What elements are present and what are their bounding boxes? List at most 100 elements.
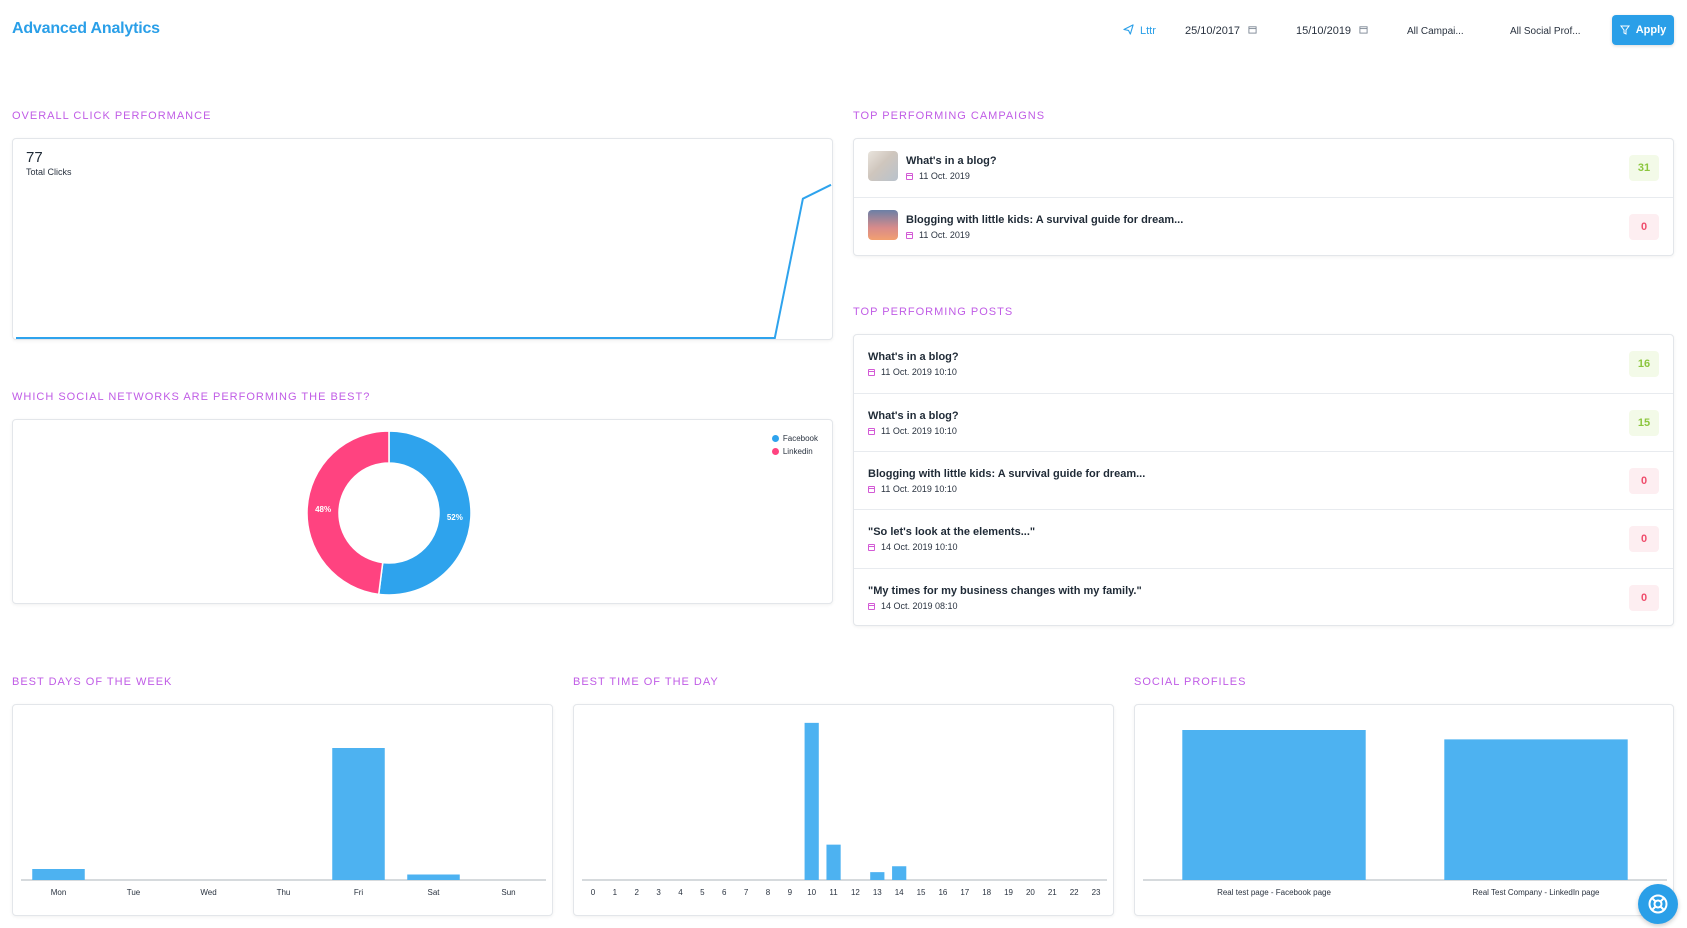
post-row[interactable]: What's in a blog? 11 Oct. 2019 10:10 16 — [854, 335, 1673, 394]
x-tick-label: 20 — [1026, 888, 1035, 897]
bar-13[interactable] — [870, 872, 885, 880]
x-tick-label: 21 — [1048, 888, 1057, 897]
x-tick-label: 11 — [829, 888, 838, 897]
click-performance-title: OVERALL CLICK PERFORMANCE — [12, 110, 212, 122]
post-date-text: 11 Oct. 2019 10:10 — [881, 367, 957, 377]
x-tick-label: 12 — [851, 888, 860, 897]
times-bar-chart: 0 1 2 3 4 5 6 7 8 9 10 11 12 13 14 15 16 17 18 19 20 21 22 23 — [582, 722, 1107, 897]
campaign-date: 11 Oct. 2019 — [906, 171, 970, 181]
post-score: 0 — [1629, 585, 1659, 611]
x-tick-label: 8 — [766, 888, 771, 897]
x-tick-label: Real test page - Facebook page — [1217, 888, 1331, 897]
post-date: 11 Oct. 2019 10:10 — [868, 426, 957, 436]
days-title: BEST DAYS OF THE WEEK — [12, 676, 173, 688]
post-date: 14 Oct. 2019 08:10 — [868, 601, 958, 611]
post-title: What's in a blog? — [868, 410, 959, 422]
profiles-card: Real test page - Facebook page Real Test … — [1134, 704, 1674, 916]
calendar-icon — [1248, 25, 1257, 37]
social-profile-select-value: All Social Prof... — [1510, 25, 1581, 37]
project-selector[interactable]: Lttr — [1123, 16, 1156, 46]
date-from-picker[interactable]: 25/10/2017 — [1185, 16, 1257, 46]
post-row[interactable]: "My times for my business changes with m… — [854, 569, 1673, 627]
x-tick-label: Real Test Company - LinkedIn page — [1472, 888, 1600, 897]
post-score: 15 — [1629, 410, 1659, 436]
bar-10[interactable] — [804, 722, 819, 880]
x-tick-label: Fri — [354, 888, 364, 897]
days-card: Mon Tue Wed Thu Fri Sat Sun — [12, 704, 553, 916]
calendar-icon — [868, 543, 875, 551]
bar-real-test-page-facebook-page[interactable] — [1182, 730, 1366, 880]
calendar-icon — [868, 427, 875, 435]
post-date-text: 11 Oct. 2019 10:10 — [881, 484, 957, 494]
calendar-icon — [906, 172, 913, 180]
legend-dot — [771, 448, 779, 455]
apply-button-label: Apply — [1635, 24, 1667, 36]
donut-slice-label: 48% — [315, 505, 331, 514]
campaign-score: 31 — [1629, 155, 1659, 181]
x-tick-label: 17 — [960, 888, 969, 897]
profiles-title: SOCIAL PROFILES — [1134, 676, 1247, 688]
filter-icon — [1619, 25, 1630, 35]
total-clicks-value: 77 — [26, 149, 43, 166]
social-profile-select[interactable]: All Social Prof... — [1510, 16, 1581, 46]
x-tick-label: 14 — [895, 888, 904, 897]
campaign-date: 11 Oct. 2019 — [906, 230, 970, 240]
x-tick-label: 5 — [700, 888, 705, 897]
x-tick-label: 13 — [873, 888, 882, 897]
campaign-title: Blogging with little kids: A survival gu… — [906, 214, 1184, 226]
campaign-row[interactable]: Blogging with little kids: A survival gu… — [854, 198, 1673, 257]
calendar-icon — [868, 368, 875, 376]
campaign-select[interactable]: All Campai... — [1407, 16, 1464, 46]
bar-sat[interactable] — [407, 874, 460, 881]
bar-fri[interactable] — [332, 748, 385, 880]
x-tick-label: 16 — [938, 888, 947, 897]
posts-card: What's in a blog? 11 Oct. 2019 10:10 16 … — [853, 334, 1674, 626]
calendar-icon — [906, 231, 913, 239]
legend-item-facebook[interactable]: Facebook — [771, 434, 818, 443]
click-performance-card: 77 Total Clicks — [12, 138, 833, 340]
x-tick-label: Tue — [127, 888, 141, 897]
campaign-date-text: 11 Oct. 2019 — [919, 230, 970, 240]
x-tick-label: 18 — [982, 888, 991, 897]
donut-slice-facebook[interactable] — [377, 430, 472, 596]
post-row[interactable]: What's in a blog? 11 Oct. 2019 10:10 15 — [854, 394, 1673, 452]
networks-donut-chart: 52% 48% — [306, 430, 472, 596]
bar-14[interactable] — [892, 866, 907, 880]
x-tick-label: 0 — [591, 888, 596, 897]
networks-title: WHICH SOCIAL NETWORKS ARE PERFORMING THE… — [12, 391, 371, 403]
date-to-picker[interactable]: 15/10/2019 — [1296, 16, 1368, 46]
times-title: BEST TIME OF THE DAY — [573, 676, 719, 688]
apply-button[interactable]: Apply — [1612, 15, 1674, 45]
x-tick-label: 9 — [788, 888, 793, 897]
post-row[interactable]: Blogging with little kids: A survival gu… — [854, 452, 1673, 510]
posts-title: TOP PERFORMING POSTS — [853, 306, 1014, 318]
post-date: 11 Oct. 2019 10:10 — [868, 367, 957, 377]
post-title: "My times for my business changes with m… — [868, 585, 1142, 597]
campaign-title: What's in a blog? — [906, 155, 997, 167]
x-tick-label: 22 — [1070, 888, 1079, 897]
date-from-value: 25/10/2017 — [1185, 25, 1241, 37]
calendar-icon — [1359, 25, 1368, 37]
bar-real-test-company-linkedin-page[interactable] — [1444, 739, 1628, 880]
x-tick-label: Thu — [277, 888, 291, 897]
donut-slice-label: 52% — [447, 513, 463, 522]
bar-11[interactable] — [826, 844, 841, 880]
post-date: 11 Oct. 2019 10:10 — [868, 484, 957, 494]
campaign-thumbnail — [868, 210, 898, 240]
campaign-select-value: All Campai... — [1407, 25, 1464, 37]
post-row[interactable]: "So let's look at the elements..." 14 Oc… — [854, 510, 1673, 569]
x-tick-label: Wed — [200, 888, 216, 897]
help-button[interactable] — [1638, 884, 1678, 924]
x-tick-label: 10 — [807, 888, 816, 897]
x-tick-label: 15 — [917, 888, 926, 897]
times-card: 0 1 2 3 4 5 6 7 8 9 10 11 12 13 14 15 16 17 18 19 20 21 22 23 — [573, 704, 1114, 916]
legend-item-linkedin[interactable]: Linkedin — [771, 447, 818, 456]
total-clicks-label: Total Clicks — [26, 167, 72, 177]
bar-mon[interactable] — [32, 869, 85, 880]
donut-slice-linkedin[interactable] — [306, 430, 390, 596]
campaign-row[interactable]: What's in a blog? 11 Oct. 2019 31 — [854, 139, 1673, 198]
networks-legend: Facebook Linkedin — [771, 434, 818, 460]
lifebuoy-icon — [1648, 894, 1668, 914]
post-title: "So let's look at the elements..." — [868, 526, 1036, 538]
x-tick-label: 4 — [678, 888, 683, 897]
